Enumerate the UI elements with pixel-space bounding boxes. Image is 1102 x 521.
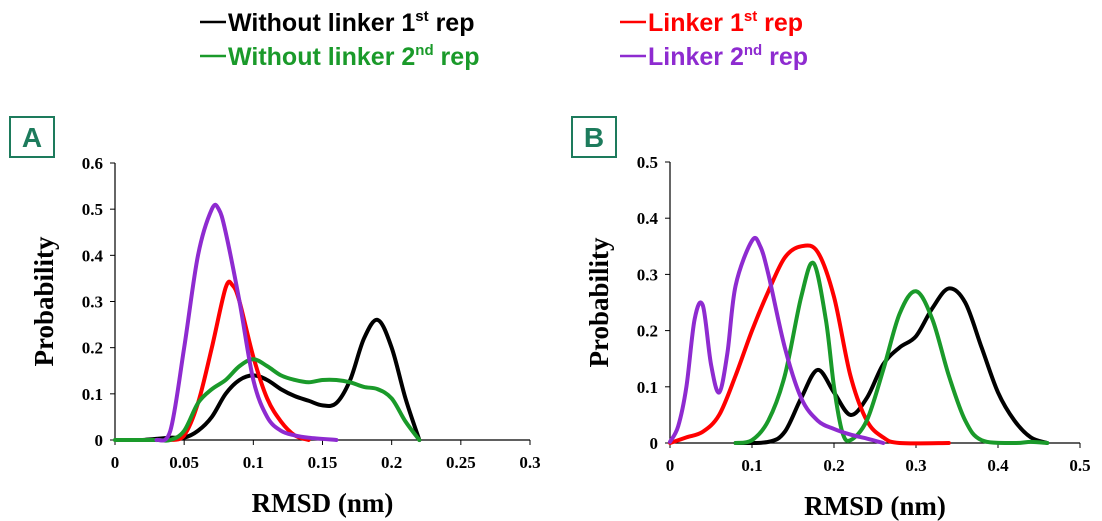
- x-tick-label: 0.25: [446, 453, 476, 472]
- y-axis-label: Probability: [584, 237, 614, 368]
- legend-sup: nd: [415, 42, 433, 59]
- data-line: [668, 236, 886, 445]
- x-tick-label: 0: [111, 453, 120, 472]
- x-tick-label: 0.5: [1069, 456, 1090, 475]
- x-axis-label: RMSD (nm): [804, 491, 946, 521]
- data-line: [668, 243, 951, 446]
- legend-label: Without linker 1st rep: [228, 8, 474, 37]
- legend-sup: st: [415, 8, 428, 25]
- legend-sup: nd: [744, 42, 762, 59]
- legend-text: Without linker 2: [228, 43, 415, 71]
- data-line: [733, 260, 1050, 446]
- x-tick-label: 0.4: [987, 456, 1009, 475]
- data-line: [113, 357, 422, 443]
- x-tick-label: 0.1: [741, 456, 762, 475]
- y-tick-label: 0.3: [82, 293, 103, 312]
- legend-text: Without linker 1: [228, 9, 415, 37]
- y-tick-label: 0.4: [637, 209, 659, 228]
- x-tick-label: 0.3: [519, 453, 540, 472]
- y-tick-label: 0: [95, 431, 104, 450]
- x-tick-label: 0.2: [823, 456, 844, 475]
- y-tick-label: 0.2: [637, 322, 658, 341]
- legend-label: Without linker 2nd rep: [228, 42, 479, 71]
- y-tick-label: 0.6: [82, 154, 103, 173]
- y-tick-label: 0.1: [82, 385, 103, 404]
- x-tick-label: 0.05: [169, 453, 199, 472]
- data-line: [140, 317, 422, 442]
- legend-label: Linker 2nd rep: [648, 42, 808, 71]
- y-tick-label: 0.2: [82, 339, 103, 358]
- legend-text: rep: [429, 9, 475, 37]
- legend-label: Linker 1st rep: [648, 8, 803, 37]
- legend-text: Linker 1: [648, 9, 744, 37]
- y-axis-label: Probability: [29, 236, 59, 367]
- legend-text: rep: [434, 43, 480, 71]
- panel-label: B: [584, 122, 604, 153]
- y-tick-label: 0: [650, 434, 659, 453]
- y-tick-label: 0.4: [82, 246, 104, 265]
- x-tick-label: 0: [666, 456, 675, 475]
- legend-text: rep: [757, 9, 803, 37]
- panel-label: A: [22, 122, 42, 153]
- panel-box: [571, 116, 617, 158]
- legend-text: Linker 2: [648, 43, 744, 71]
- y-tick-label: 0.1: [637, 378, 658, 397]
- legend-sup: st: [744, 8, 757, 25]
- panel-box: [9, 116, 55, 158]
- x-tick-label: 0.15: [308, 453, 338, 472]
- data-line: [733, 286, 1050, 446]
- x-tick-label: 0.3: [905, 456, 926, 475]
- x-tick-label: 0.1: [243, 453, 264, 472]
- x-axis-label: RMSD (nm): [252, 488, 394, 518]
- y-tick-label: 0.5: [637, 153, 658, 172]
- y-tick-label: 0.3: [637, 265, 658, 284]
- x-tick-label: 0.2: [381, 453, 402, 472]
- data-line: [154, 202, 339, 443]
- legend-text: rep: [762, 43, 808, 71]
- y-tick-label: 0.5: [82, 200, 103, 219]
